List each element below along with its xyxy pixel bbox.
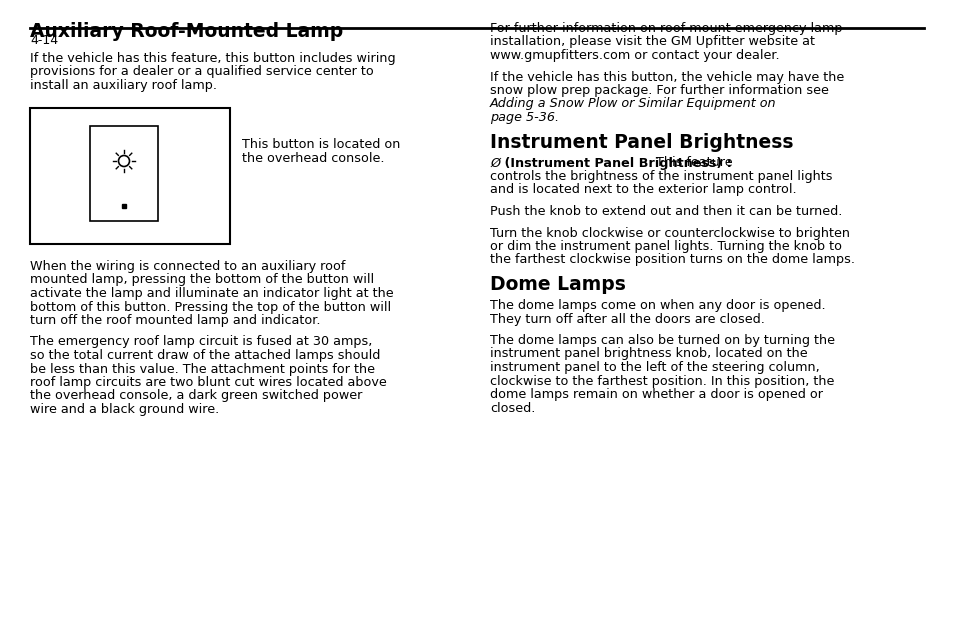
Text: install an auxiliary roof lamp.: install an auxiliary roof lamp.	[30, 79, 216, 92]
Text: and is located next to the exterior lamp control.: and is located next to the exterior lamp…	[490, 184, 796, 197]
Text: They turn off after all the doors are closed.: They turn off after all the doors are cl…	[490, 313, 764, 325]
Text: the overhead console, a dark green switched power: the overhead console, a dark green switc…	[30, 390, 362, 403]
Text: the farthest clockwise position turns on the dome lamps.: the farthest clockwise position turns on…	[490, 253, 854, 267]
Text: closed.: closed.	[490, 401, 535, 415]
Text: or dim the instrument panel lights. Turning the knob to: or dim the instrument panel lights. Turn…	[490, 240, 841, 253]
Text: roof lamp circuits are two blunt cut wires located above: roof lamp circuits are two blunt cut wir…	[30, 376, 386, 389]
Bar	[30, 108, 230, 244]
Text: The dome lamps can also be turned on by turning the: The dome lamps can also be turned on by …	[490, 334, 834, 347]
Text: installation, please visit the GM Upfitter website at: installation, please visit the GM Upfitt…	[490, 36, 814, 48]
Text: snow plow prep package. For further information see: snow plow prep package. For further info…	[490, 84, 828, 97]
Text: Push the knob to extend out and then it can be turned.: Push the knob to extend out and then it …	[490, 205, 841, 218]
Text: The emergency roof lamp circuit is fused at 30 amps,: The emergency roof lamp circuit is fused…	[30, 336, 372, 348]
Text: turn off the roof mounted lamp and indicator.: turn off the roof mounted lamp and indic…	[30, 314, 320, 327]
Text: mounted lamp, pressing the bottom of the button will: mounted lamp, pressing the bottom of the…	[30, 274, 374, 286]
Text: Ø: Ø	[490, 156, 499, 170]
Text: (Instrument Panel Brightness) :: (Instrument Panel Brightness) :	[499, 156, 731, 170]
Text: This button is located on: This button is located on	[242, 138, 400, 151]
Text: www.gmupfitters.com or contact your dealer.: www.gmupfitters.com or contact your deal…	[490, 49, 779, 62]
Text: This feature: This feature	[647, 156, 732, 170]
Text: Turn the knob clockwise or counterclockwise to brighten: Turn the knob clockwise or counterclockw…	[490, 226, 849, 239]
Text: If the vehicle has this button, the vehicle may have the: If the vehicle has this button, the vehi…	[490, 71, 843, 84]
Text: activate the lamp and illuminate an indicator light at the: activate the lamp and illuminate an indi…	[30, 287, 394, 300]
Text: wire and a black ground wire.: wire and a black ground wire.	[30, 403, 219, 416]
Text: be less than this value. The attachment points for the: be less than this value. The attachment …	[30, 362, 375, 376]
Text: clockwise to the farthest position. In this position, the: clockwise to the farthest position. In t…	[490, 375, 834, 387]
Text: Adding a Snow Plow or Similar Equipment on: Adding a Snow Plow or Similar Equipment …	[490, 98, 776, 110]
Text: instrument panel brightness knob, located on the: instrument panel brightness knob, locate…	[490, 348, 807, 360]
Text: the overhead console.: the overhead console.	[242, 151, 384, 165]
Text: 4-14: 4-14	[30, 34, 58, 47]
Text: bottom of this button. Pressing the top of the button will: bottom of this button. Pressing the top …	[30, 300, 391, 313]
Text: controls the brightness of the instrument panel lights: controls the brightness of the instrumen…	[490, 170, 832, 183]
Text: If the vehicle has this feature, this button includes wiring: If the vehicle has this feature, this bu…	[30, 52, 395, 65]
Text: The dome lamps come on when any door is opened.: The dome lamps come on when any door is …	[490, 299, 824, 312]
Text: dome lamps remain on whether a door is opened or: dome lamps remain on whether a door is o…	[490, 388, 822, 401]
Text: For further information on roof mount emergency lamp: For further information on roof mount em…	[490, 22, 841, 35]
Text: When the wiring is connected to an auxiliary roof: When the wiring is connected to an auxil…	[30, 260, 345, 273]
Bar	[90, 126, 158, 221]
Text: page 5-36.: page 5-36.	[490, 111, 558, 124]
Text: so the total current draw of the attached lamps should: so the total current draw of the attache…	[30, 349, 380, 362]
Text: Auxiliary Roof-Mounted Lamp: Auxiliary Roof-Mounted Lamp	[30, 22, 343, 41]
Text: Dome Lamps: Dome Lamps	[490, 275, 625, 294]
Text: Instrument Panel Brightness: Instrument Panel Brightness	[490, 133, 793, 151]
Text: provisions for a dealer or a qualified service center to: provisions for a dealer or a qualified s…	[30, 66, 374, 78]
Text: instrument panel to the left of the steering column,: instrument panel to the left of the stee…	[490, 361, 819, 374]
